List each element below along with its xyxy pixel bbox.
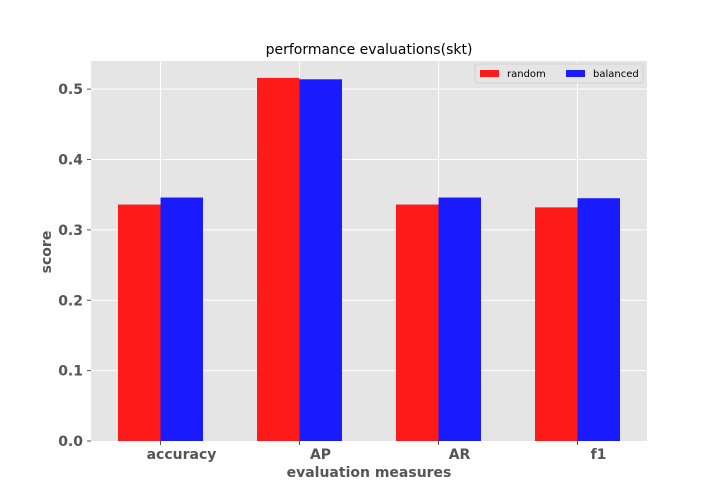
bar-random-accuracy [118,204,161,441]
bar-random-AP [257,77,300,441]
bar-random-AR [396,204,439,441]
legend-frame [474,63,644,84]
legend-swatch-random [480,70,499,77]
y-axis-ticks: 0.0 0.1 0.2 0.3 0.4 0.5 [58,82,91,450]
y-tick-label: 0.0 [58,434,83,450]
y-tick-label: 0.1 [58,364,83,380]
chart-title: performance evaluations(skt) [266,42,473,58]
legend: random balanced [474,63,644,84]
y-tick-label: 0.3 [58,223,83,239]
y-axis-label: score [39,231,55,274]
x-tick-label: accuracy [147,447,217,463]
bar-balanced-AR [438,197,481,441]
x-tick-label: AR [449,447,471,463]
x-tick-label: f1 [591,447,607,463]
bar-balanced-AP [299,79,342,441]
bar-balanced-f1 [577,198,620,441]
x-axis-label: evaluation measures [287,465,452,481]
y-tick-label: 0.4 [58,153,83,169]
bar-balanced-accuracy [160,197,203,441]
legend-swatch-balanced [566,70,585,77]
bar-random-f1 [535,207,578,441]
bars [118,77,620,441]
legend-label-random: random [507,69,546,80]
x-axis-ticks: accuracy AP AR f1 [147,441,607,463]
legend-label-balanced: balanced [593,69,639,80]
y-tick-label: 0.2 [58,293,83,309]
y-tick-label: 0.5 [58,82,83,98]
x-tick-label: AP [310,447,331,463]
